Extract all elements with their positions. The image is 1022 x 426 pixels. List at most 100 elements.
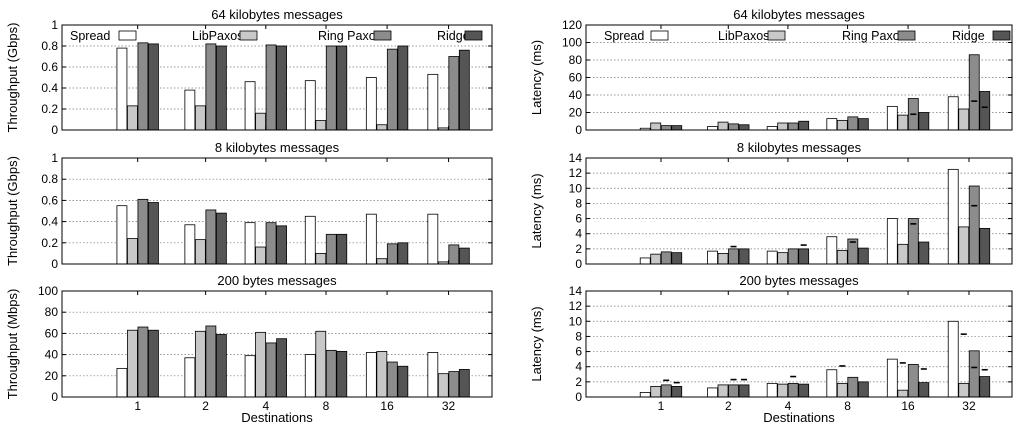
bar-ring-paxos [968,350,980,398]
bar-ring-paxos [728,384,739,398]
bar-libpaxos [958,382,970,398]
bar-ring-paxos [448,244,460,265]
bar-ridge [458,49,470,131]
legend: Spread LibPaxos Ring Paxos Ridge [70,29,483,43]
x-axis-label: Destinations [241,410,313,425]
legend-label: LibPaxos [192,29,243,43]
bar-ring-paxos [386,361,398,398]
bar-libpaxos [958,108,970,131]
y-tick-label: 10 [569,181,583,195]
bar-ridge [397,45,409,131]
bar-spread [707,126,718,131]
legend-swatch [650,30,669,41]
y-tick-label: 8 [575,196,582,210]
bar-spread [244,81,256,131]
y-tick-label: 100 [562,36,582,50]
bar-libpaxos [376,124,388,131]
bar-ring-paxos [968,185,980,265]
y-tick-label: 4 [575,360,582,374]
bar-ring-paxos [265,222,277,265]
bar-ridge [918,382,930,398]
y-tick-label: 0 [575,257,582,271]
bar-spread [427,73,439,131]
bar-ridge [738,384,750,398]
y-tick-label: 6 [575,345,582,359]
bar-libpaxos [717,121,729,131]
bar-spread [116,367,128,398]
bar-ridge [857,247,869,265]
x-tick-label: 4 [785,399,792,413]
bar-libpaxos [650,385,662,398]
bar-ring-paxos [907,364,919,398]
y-tick-label: 1 [51,151,58,165]
bar-libpaxos [376,258,388,265]
bar-ridge [979,376,991,398]
bar-libpaxos [255,112,266,131]
bar-ridge [148,202,159,265]
panel-title: 200 bytes messages [217,273,337,288]
y-tick-label: 0.4 [41,81,58,95]
bar-spread [707,250,718,265]
bar-spread [427,213,439,265]
y-axis-label: Throughput (Gbps) [5,23,20,133]
plot-frame [61,290,493,398]
y-tick-label: 20 [569,106,583,120]
legend-label: LibPaxos [718,29,769,43]
y-axis-label: Latency (ms) [529,40,544,115]
bar-libpaxos [437,373,449,398]
bar-ridge [215,334,227,398]
bar-libpaxos [777,383,789,398]
bar-ridge [148,329,159,398]
y-tick-label: 0 [51,390,58,404]
bar-libpaxos [836,119,848,131]
bar-spread [826,236,838,265]
bar-libpaxos [897,114,909,131]
plot-frame [61,24,493,131]
bar-ring-paxos [847,116,859,131]
bar-ridge [857,381,869,398]
bar-spread [184,224,196,265]
bar-ring-paxos [205,325,217,398]
legend-label: Spread [70,29,110,43]
bar-spread [184,357,196,398]
bar-ring-paxos [660,384,672,398]
y-tick-label: 40 [45,348,59,362]
bar-ring-paxos [386,243,398,265]
bar-ridge [671,252,683,265]
y-tick-label: 80 [45,305,59,319]
plot-frame [585,157,1013,265]
bar-spread [639,392,651,398]
bar-ring-paxos [968,54,980,131]
bar-ring-paxos [137,42,149,131]
y-tick-label: 0 [575,123,582,137]
bar-libpaxos [315,252,327,265]
bar-spread [886,358,898,398]
bar-ring-paxos [787,382,799,398]
bar-ring-paxos [907,218,919,265]
bar-ridge [671,125,683,131]
bar-ridge [798,248,810,265]
legend-label: Ridge [952,29,985,43]
bar-libpaxos [897,243,909,265]
y-tick-label: 60 [45,326,59,340]
bar-ring-paxos [728,248,739,265]
panel-title: 200 bytes messages [739,273,859,288]
bar-ring-paxos [660,251,672,265]
bar-ring-paxos [137,326,149,398]
x-tick-label: 8 [323,399,330,413]
bar-spread [766,126,778,131]
panel-1: 8 kilobytes messages 0 0.2 0.4 0.6 0.8 1 Throug… [5,140,493,271]
y-tick-label: 0 [51,257,58,271]
legend-swatch [373,30,392,41]
bar-spread [826,118,838,131]
bar-spread [244,222,256,265]
y-tick-label: 60 [569,71,583,85]
bar-spread [365,77,377,131]
y-tick-label: 10 [569,314,583,328]
bar-spread [947,320,959,398]
legend-label: Ridge [437,29,470,43]
y-tick-label: 12 [569,299,583,313]
legend-swatch [239,30,258,41]
